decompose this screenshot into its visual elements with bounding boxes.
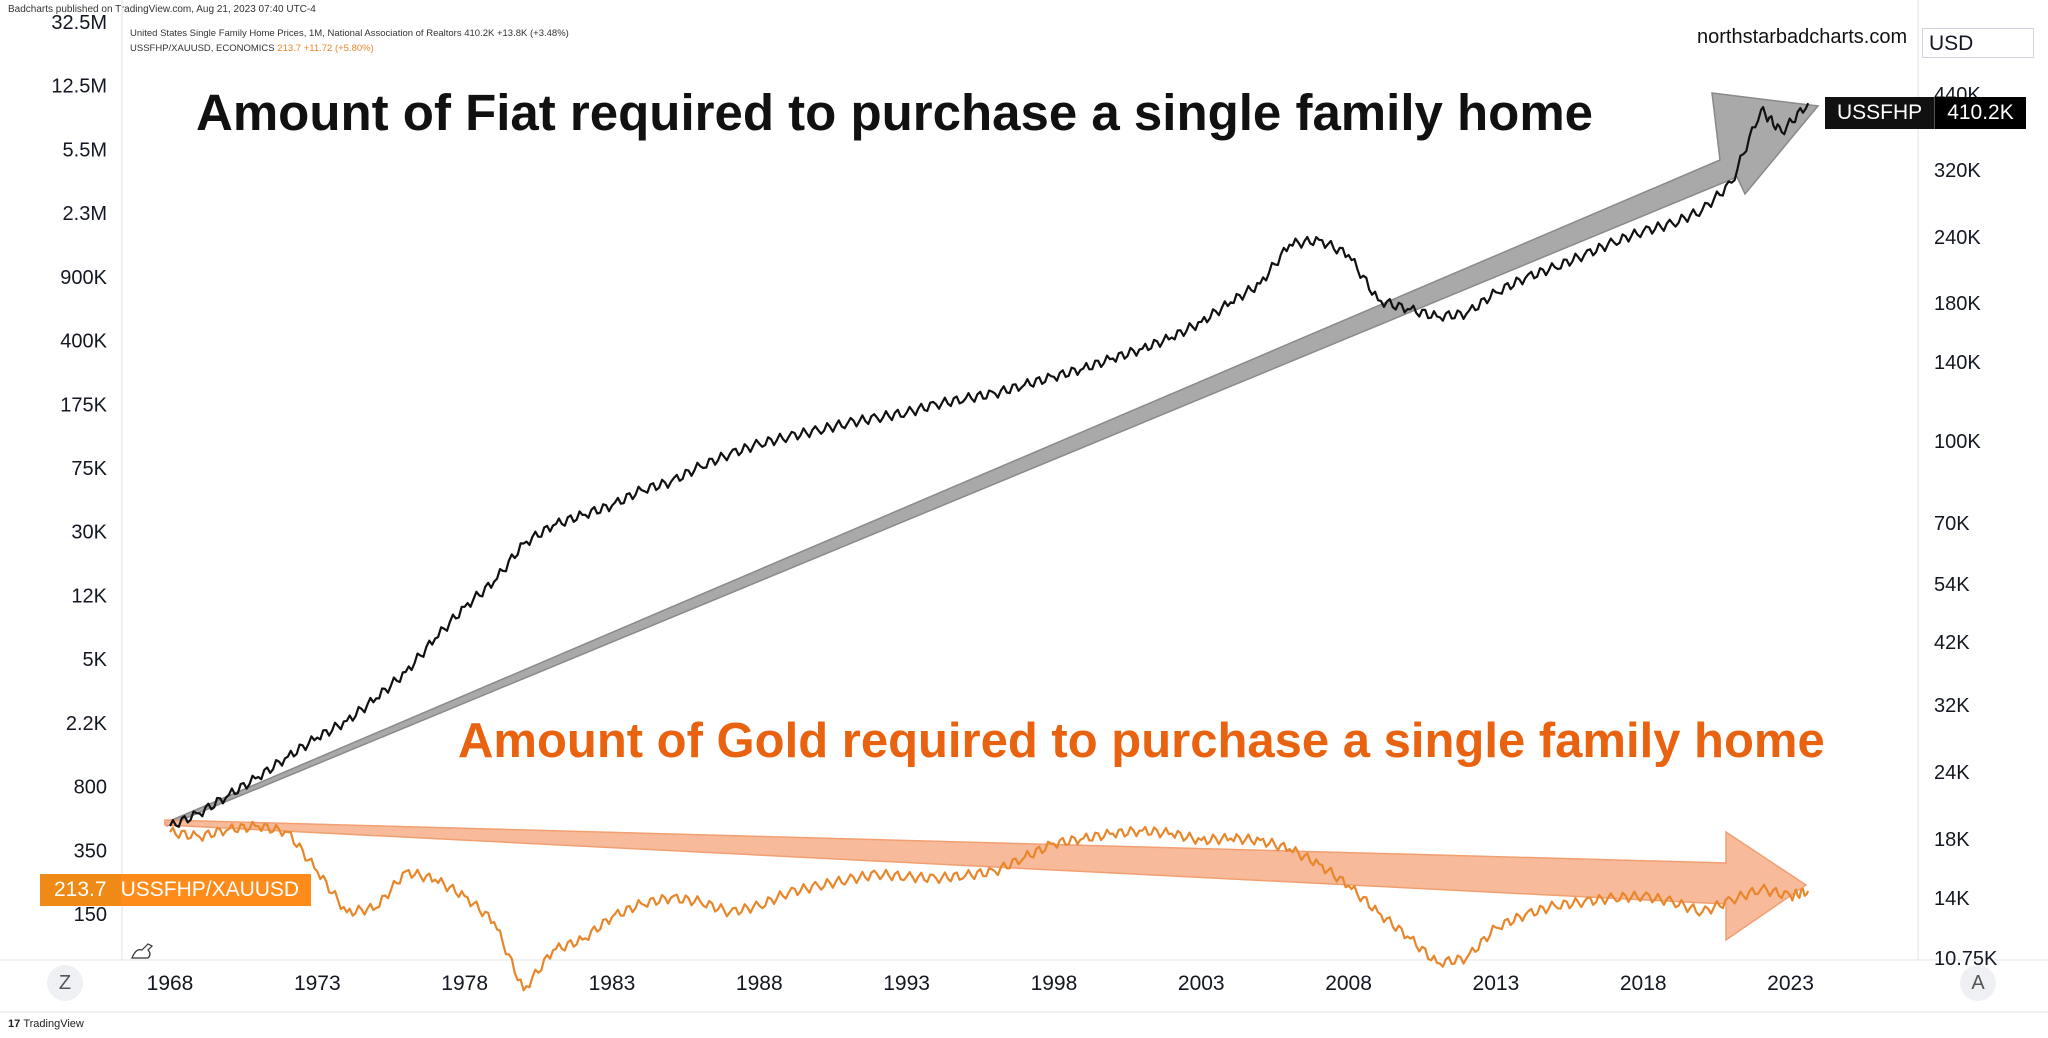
right-axis-tick: 42K: [1934, 632, 1970, 654]
left-axis-tick: 900K: [60, 267, 107, 289]
left-axis-tick: 12.5M: [51, 76, 107, 98]
left-axis-tick: 350: [74, 840, 107, 862]
gold-badge-label: USSFHP/XAUUSD: [120, 874, 312, 906]
publish-line: Badcharts published on TradingView.com, …: [8, 4, 316, 15]
fiat-badge-value: 410.2K: [1934, 97, 2026, 129]
time-axis-tick: 1988: [736, 972, 783, 995]
left-axis-tick: 12K: [71, 585, 107, 607]
gold-badge-value: 213.7: [40, 874, 121, 906]
left-axis-tick: 2.3M: [63, 203, 107, 225]
currency-selector[interactable]: USD: [1922, 28, 2034, 58]
right-axis-tick: 54K: [1934, 574, 1970, 596]
gold-title: Amount of Gold required to purchase a si…: [458, 714, 1825, 768]
time-axis-tick: 2003: [1178, 972, 1225, 995]
right-axis-tick: 320K: [1934, 160, 1981, 182]
left-axis-tick: 175K: [60, 394, 107, 416]
time-axis-tick: 2013: [1473, 972, 1520, 995]
time-axis-tick: 1978: [441, 972, 488, 995]
site-watermark: northstarbadcharts.com: [1697, 26, 1908, 48]
left-axis-tick: 400K: [60, 331, 107, 353]
left-axis-tick: 2.2K: [66, 713, 108, 735]
fiat-badge-label: USSFHP: [1825, 97, 1935, 129]
time-axis-tick: 2018: [1620, 972, 1667, 995]
right-axis-tick: 18K: [1934, 829, 1970, 851]
gold-series-badge: 213.7 USSFHP/XAUUSD: [40, 874, 312, 906]
left-axis-tick: 75K: [71, 458, 107, 480]
left-axis-tick: 800: [74, 777, 107, 799]
right-axis-tick: 10.75K: [1934, 948, 1998, 970]
time-axis-tick: 2008: [1325, 972, 1372, 995]
right-axis-tick: 140K: [1934, 352, 1981, 374]
auto-scale-button[interactable]: A: [1960, 965, 1996, 1001]
legend-ussfhp[interactable]: United States Single Family Home Prices,…: [130, 28, 569, 39]
left-axis[interactable]: 32.5M 12.5M 5.5M 2.3M 900K 400K 175K 75K 30K 12K 5…: [51, 12, 107, 926]
time-axis-tick: 2023: [1767, 972, 1814, 995]
dino-icon: [131, 943, 154, 959]
zoom-button[interactable]: Z: [47, 965, 83, 1001]
left-axis-tick: 32.5M: [51, 12, 107, 34]
left-axis-tick: 5.5M: [63, 139, 107, 161]
series-layer: [169, 102, 1810, 992]
time-axis-tick: 1973: [294, 972, 341, 995]
gold-trend-arrow: [164, 819, 1808, 942]
right-axis-tick: 14K: [1934, 888, 1970, 910]
time-axis-tick: 1968: [147, 972, 194, 995]
series-line-1: [169, 820, 1810, 992]
fiat-title: Amount of Fiat required to purchase a si…: [196, 84, 1593, 141]
left-axis-tick: 5K: [83, 649, 108, 671]
tradingview-logo-text: TradingView: [23, 1018, 84, 1030]
left-axis-tick: 30K: [71, 522, 107, 544]
time-axis-tick: 1993: [883, 972, 930, 995]
legend2-symbol: USSFHP/XAUUSD, ECONOMICS: [130, 43, 275, 54]
right-axis-tick: 100K: [1934, 431, 1981, 453]
legend-ussfhp-xauusd[interactable]: USSFHP/XAUUSD, ECONOMICS 213.7 +11.72 (+…: [130, 43, 374, 54]
time-axis-tick: 1983: [589, 972, 636, 995]
right-axis-tick: 240K: [1934, 227, 1981, 249]
left-axis-tick: 150: [74, 904, 107, 926]
right-axis-tick: 32K: [1934, 695, 1970, 717]
right-axis[interactable]: 440K320K240K180K140K100K70K54K42K32K24K1…: [1934, 84, 1998, 970]
series-line-0: [169, 102, 1810, 828]
right-axis-tick: 24K: [1934, 762, 1970, 784]
fiat-series-badge: USSFHP 410.2K: [1825, 97, 2026, 129]
time-axis-tick: 1998: [1031, 972, 1078, 995]
tradingview-logo[interactable]: 17 TradingView: [8, 1018, 84, 1030]
fiat-trend-arrow: [163, 92, 1820, 827]
right-axis-tick: 180K: [1934, 293, 1981, 315]
right-axis-tick: 70K: [1934, 513, 1970, 535]
tradingview-logo-mark: 17: [8, 1018, 21, 1030]
time-axis[interactable]: 1968 1973 1978 1983 1988 1993 1998 2003 2008 2013…: [147, 972, 1814, 995]
legend2-values: 213.7 +11.72 (+5.80%): [277, 43, 374, 54]
